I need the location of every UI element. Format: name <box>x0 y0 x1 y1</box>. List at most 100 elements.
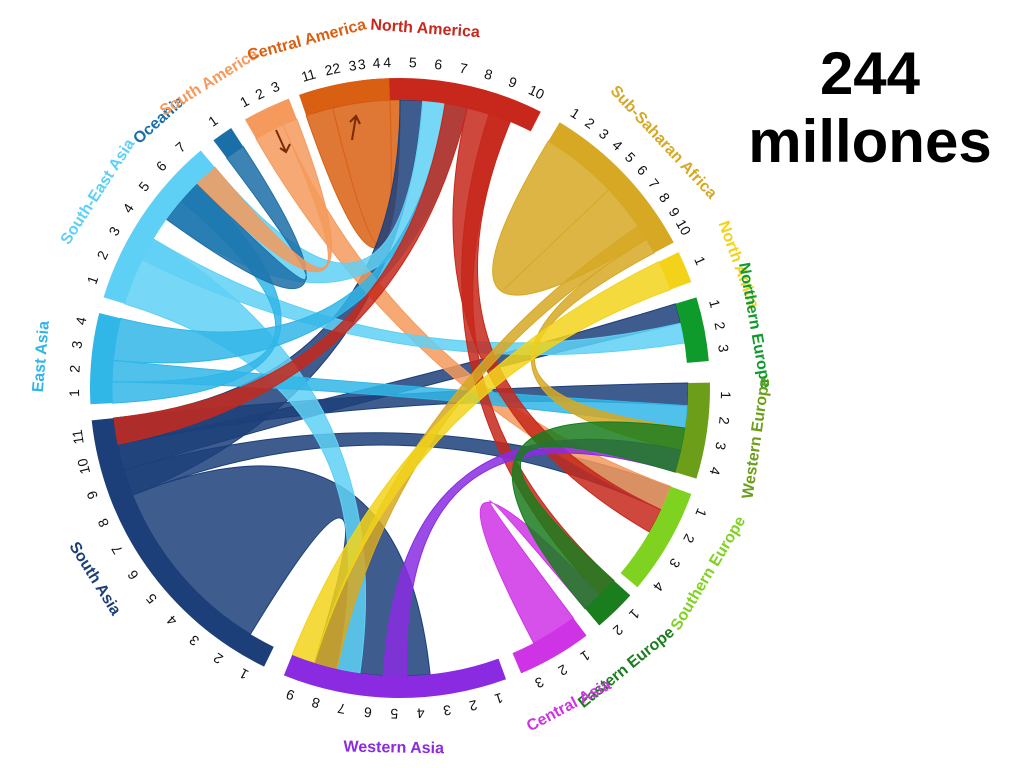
region-label-neu: Northern Europe <box>735 261 774 389</box>
tick-sam-2: 2 <box>253 85 267 103</box>
tick-eas-2: 2 <box>66 364 82 373</box>
tick-was-8: 8 <box>310 694 322 712</box>
tick-was-7: 7 <box>336 700 347 717</box>
tick-sea-3: 3 <box>105 224 123 239</box>
tick-eeu-1: 1 <box>626 606 643 623</box>
tick-was-4: 4 <box>416 705 425 721</box>
arc-was <box>283 655 507 698</box>
arc-sea <box>103 150 215 304</box>
tick-eeu-2: 2 <box>610 622 627 639</box>
arc-seu <box>620 486 692 588</box>
arc-sas <box>91 418 274 667</box>
tick-labels: 1 2 3 4 5 6 7 8 9 1012345678910112312341234121231… <box>66 54 734 722</box>
tick-ssa-1: 1 <box>568 104 583 122</box>
tick-neu-3: 3 <box>715 343 732 353</box>
tick-na-6: 6 <box>434 56 444 73</box>
arc-sam <box>245 98 297 139</box>
tick-ssa-9: 9 <box>666 205 684 220</box>
tick-cam-2: 2 <box>323 61 334 78</box>
arc-eeu <box>585 580 631 626</box>
region-label-eas: East Asia <box>30 320 53 393</box>
arrow-up-icon <box>349 114 361 141</box>
headline-number: 244 <box>819 40 921 107</box>
tick-was-3: 3 <box>442 702 452 719</box>
tick-weu-4: 4 <box>706 465 724 477</box>
tick-sas-5: 5 <box>143 590 160 606</box>
tick-was-5: 5 <box>390 706 398 722</box>
region-label-sea: South-East Asia <box>58 136 139 248</box>
tick-ssa-8: 8 <box>656 190 674 206</box>
tick-was-1: 1 <box>493 690 505 708</box>
tick-was-9: 9 <box>284 686 297 704</box>
tick-was-6: 6 <box>363 704 373 721</box>
tick-ssa-5: 5 <box>622 149 639 166</box>
tick-eas-1: 1 <box>66 389 82 397</box>
tick-ssa-10: 10 <box>673 217 695 239</box>
tick-seu-4: 4 <box>650 578 668 594</box>
region-label-seu: Southern Europe <box>668 513 749 633</box>
tick-sam-1: 1 <box>237 93 252 111</box>
chord-eeu-weu-22 <box>511 421 686 610</box>
arc-ssa <box>548 122 674 253</box>
tick-was-2: 2 <box>468 697 479 714</box>
tick-sam-3: 3 <box>269 78 283 96</box>
tick-cas-1: 1 <box>578 647 594 665</box>
headline-unit: millones <box>748 108 992 175</box>
tick-sas-7: 7 <box>108 542 126 557</box>
tick-na-5: 5 <box>409 54 418 70</box>
migration-chord-diagram: 1 2 3 4 5 6 7 8 9 1012345678910112312341234121231… <box>30 16 774 758</box>
arc-oce <box>213 128 244 158</box>
tick-cam-4: 4 <box>372 55 381 72</box>
tick-na-10: 10 <box>526 81 547 102</box>
tick-sas-10: 10 <box>74 457 93 476</box>
arc-naf <box>658 252 692 290</box>
tick-seu-1: 1 <box>692 506 710 520</box>
tick-oce-1: 1 <box>205 112 221 130</box>
tick-sas-8: 8 <box>94 516 112 530</box>
arc-weu <box>675 382 710 479</box>
tick-cam-3: 3 <box>347 57 357 74</box>
region-label-was: Western Asia <box>343 739 444 758</box>
tick-sas-2: 2 <box>210 650 226 668</box>
tick-seu-3: 3 <box>666 556 684 571</box>
tick-ssa-6: 6 <box>634 162 651 179</box>
chord-ssa-ssa-1 <box>492 140 648 296</box>
tick-sas-1: 1 <box>236 665 251 683</box>
region-arcs <box>90 77 710 698</box>
tick-weu-3: 3 <box>712 441 729 452</box>
chord-naf-was-19 <box>291 261 672 664</box>
tick-na-3: 3 <box>357 56 367 73</box>
direction-arrows <box>275 114 361 154</box>
tick-sea-4: 4 <box>119 200 137 216</box>
tick-sea-2: 2 <box>93 248 111 262</box>
tick-ssa-7: 7 <box>645 175 662 191</box>
tick-sas-9: 9 <box>83 489 101 502</box>
tick-na-9: 9 <box>506 73 519 91</box>
region-label-na: North America <box>370 17 481 42</box>
tick-cas-3: 3 <box>532 674 546 692</box>
tick-cas-2: 2 <box>555 661 570 679</box>
tick-naf-1: 1 <box>691 254 709 268</box>
tick-sea-6: 6 <box>153 158 170 175</box>
tick-na-7: 7 <box>458 60 469 77</box>
arc-cam <box>299 78 390 116</box>
tick-eas-4: 4 <box>72 315 89 326</box>
tick-na-4: 4 <box>383 54 392 70</box>
tick-sas-11: 11 <box>69 428 87 445</box>
tick-sea-5: 5 <box>135 178 153 194</box>
arc-neu <box>675 297 709 363</box>
arc-eas <box>90 313 121 405</box>
region-label-weu: Western Europe <box>740 376 774 500</box>
tick-neu-2: 2 <box>711 320 728 331</box>
arc-cas <box>512 618 587 674</box>
tick-sas-4: 4 <box>163 612 180 629</box>
tick-seu-2: 2 <box>680 531 698 545</box>
headline: 244 millones <box>735 40 1005 176</box>
tick-sas-3: 3 <box>186 632 202 649</box>
tick-eas-3: 3 <box>68 340 85 350</box>
tick-na-8: 8 <box>483 65 495 83</box>
tick-neu-1: 1 <box>706 298 724 310</box>
tick-weu-2: 2 <box>716 416 733 426</box>
tick-sas-6: 6 <box>124 567 142 583</box>
flow-chords <box>111 99 689 677</box>
